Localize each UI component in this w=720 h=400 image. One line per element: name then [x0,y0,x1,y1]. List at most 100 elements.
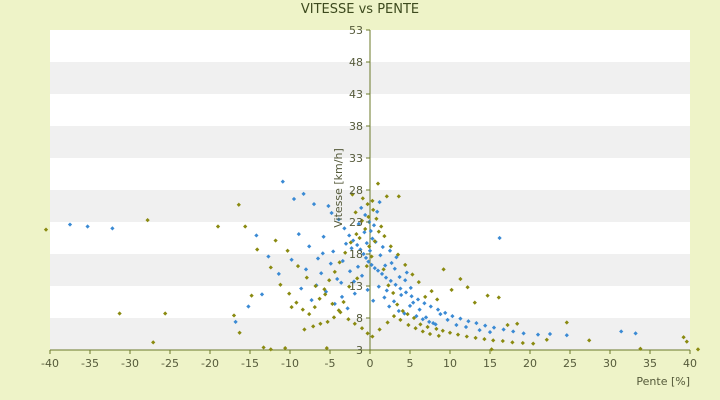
data-point [515,321,520,326]
data-point [387,304,392,309]
data-point [415,297,421,302]
data-point [361,251,366,257]
data-point [501,327,506,332]
data-point [497,235,502,241]
data-point [299,286,304,291]
data-point [438,312,443,317]
data-point [259,292,265,297]
data-point [322,287,327,292]
data-point [254,233,259,238]
data-point [301,191,306,196]
x-tick-label: 20 [523,357,537,370]
x-tick-label: 40 [683,357,697,370]
data-point [407,303,413,308]
data-point [355,276,360,281]
data-point [633,331,638,336]
data-point [420,329,425,334]
data-point [505,322,510,328]
data-point [67,222,73,227]
x-tick-label: 0 [367,357,374,370]
data-point [320,251,325,256]
data-point [393,282,398,287]
data-point [372,265,377,271]
data-point [85,224,90,229]
data-point [409,294,414,299]
data-point [531,341,536,346]
x-axis-title: Pente [%] [636,375,690,388]
data-point [684,339,689,344]
data-point [268,265,273,270]
y-tick-label: 3 [356,344,363,357]
data-point [365,287,370,292]
data-point [332,301,337,307]
y-axis-title: Vitesse [km/h] [332,148,345,228]
data-point [465,285,470,290]
data-point [587,338,592,343]
data-point [243,224,248,229]
data-point [406,322,411,328]
data-point [375,181,381,186]
data-point [280,179,285,184]
data-point [429,288,434,294]
data-point [487,329,493,335]
data-point [255,247,260,252]
data-point [544,337,549,342]
data-point [383,263,388,268]
data-point [379,271,385,276]
x-tick-label: 15 [483,357,497,370]
data-point [375,268,381,273]
data-point [403,262,408,268]
data-point [294,300,299,305]
data-point [638,346,643,351]
data-point [381,267,386,272]
data-point [362,230,367,235]
x-tick-label: -20 [201,357,219,370]
data-point [564,320,569,325]
data-point [311,324,316,329]
data-point [376,229,381,234]
data-point [363,226,368,232]
data-point [273,238,278,243]
data-point [520,340,525,346]
data-point [231,313,237,318]
data-point [315,256,321,261]
data-point [331,315,337,320]
data-point [368,228,373,234]
data-point [300,307,305,312]
data-point [311,201,317,207]
data-point [336,217,341,222]
data-point [408,285,413,291]
data-point [371,298,376,303]
data-point [329,210,334,216]
data-point [358,247,363,252]
data-point [367,248,373,253]
data-point [285,248,290,253]
data-point [431,320,436,326]
data-point [266,254,271,259]
data-point [384,194,389,199]
data-point [366,259,371,264]
data-point [309,297,314,303]
data-point [403,290,409,295]
data-point [163,311,168,316]
data-point [307,244,312,249]
data-point [388,244,393,249]
data-point [356,221,361,227]
x-tick-labels: -40 -35 -30 -25 -20 -15 -10 -5 0 5 10 15 20 25 30 35 40 [41,350,697,370]
data-point [473,335,478,340]
data-point [391,299,397,304]
data-point [400,308,405,314]
data-point [347,269,353,274]
x-tick-label: -10 [281,357,299,370]
data-point [287,291,292,296]
data-point [396,308,401,314]
data-point [346,317,351,322]
data-point [291,196,297,202]
data-point [354,232,359,237]
data-point [411,300,416,305]
data-point [313,283,318,289]
data-point [341,299,346,305]
data-point [317,296,322,301]
